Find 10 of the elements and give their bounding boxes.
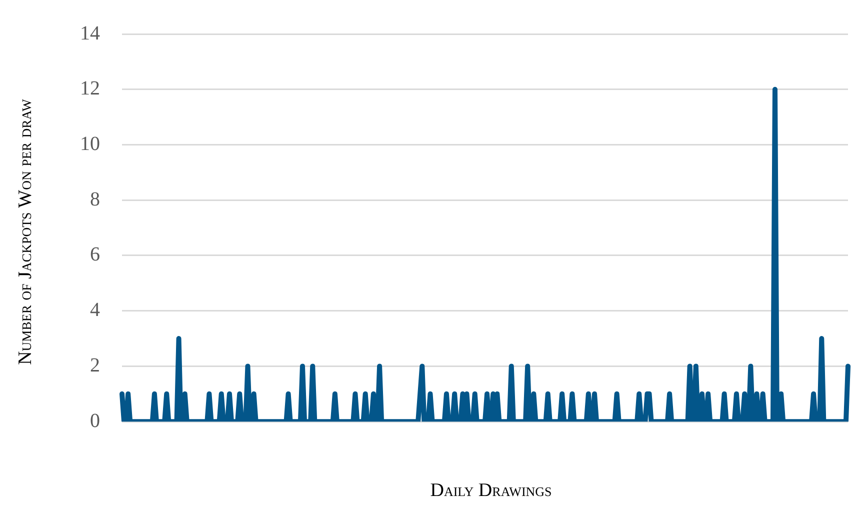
y-tick-label: 12 [80,78,100,100]
y-tick-label: 2 [90,354,100,376]
y-tick-label: 10 [80,132,100,155]
y-tick-label: 0 [90,410,100,432]
y-tick-label: 6 [90,244,100,266]
y-tick-label: 4 [90,299,100,322]
y-axis-title: Number of Jackpots Won per draw [15,99,37,365]
x-axis-title: Daily Drawings [429,480,553,502]
y-tick-label: 8 [90,188,100,210]
y-tick-label: 14 [80,22,100,44]
